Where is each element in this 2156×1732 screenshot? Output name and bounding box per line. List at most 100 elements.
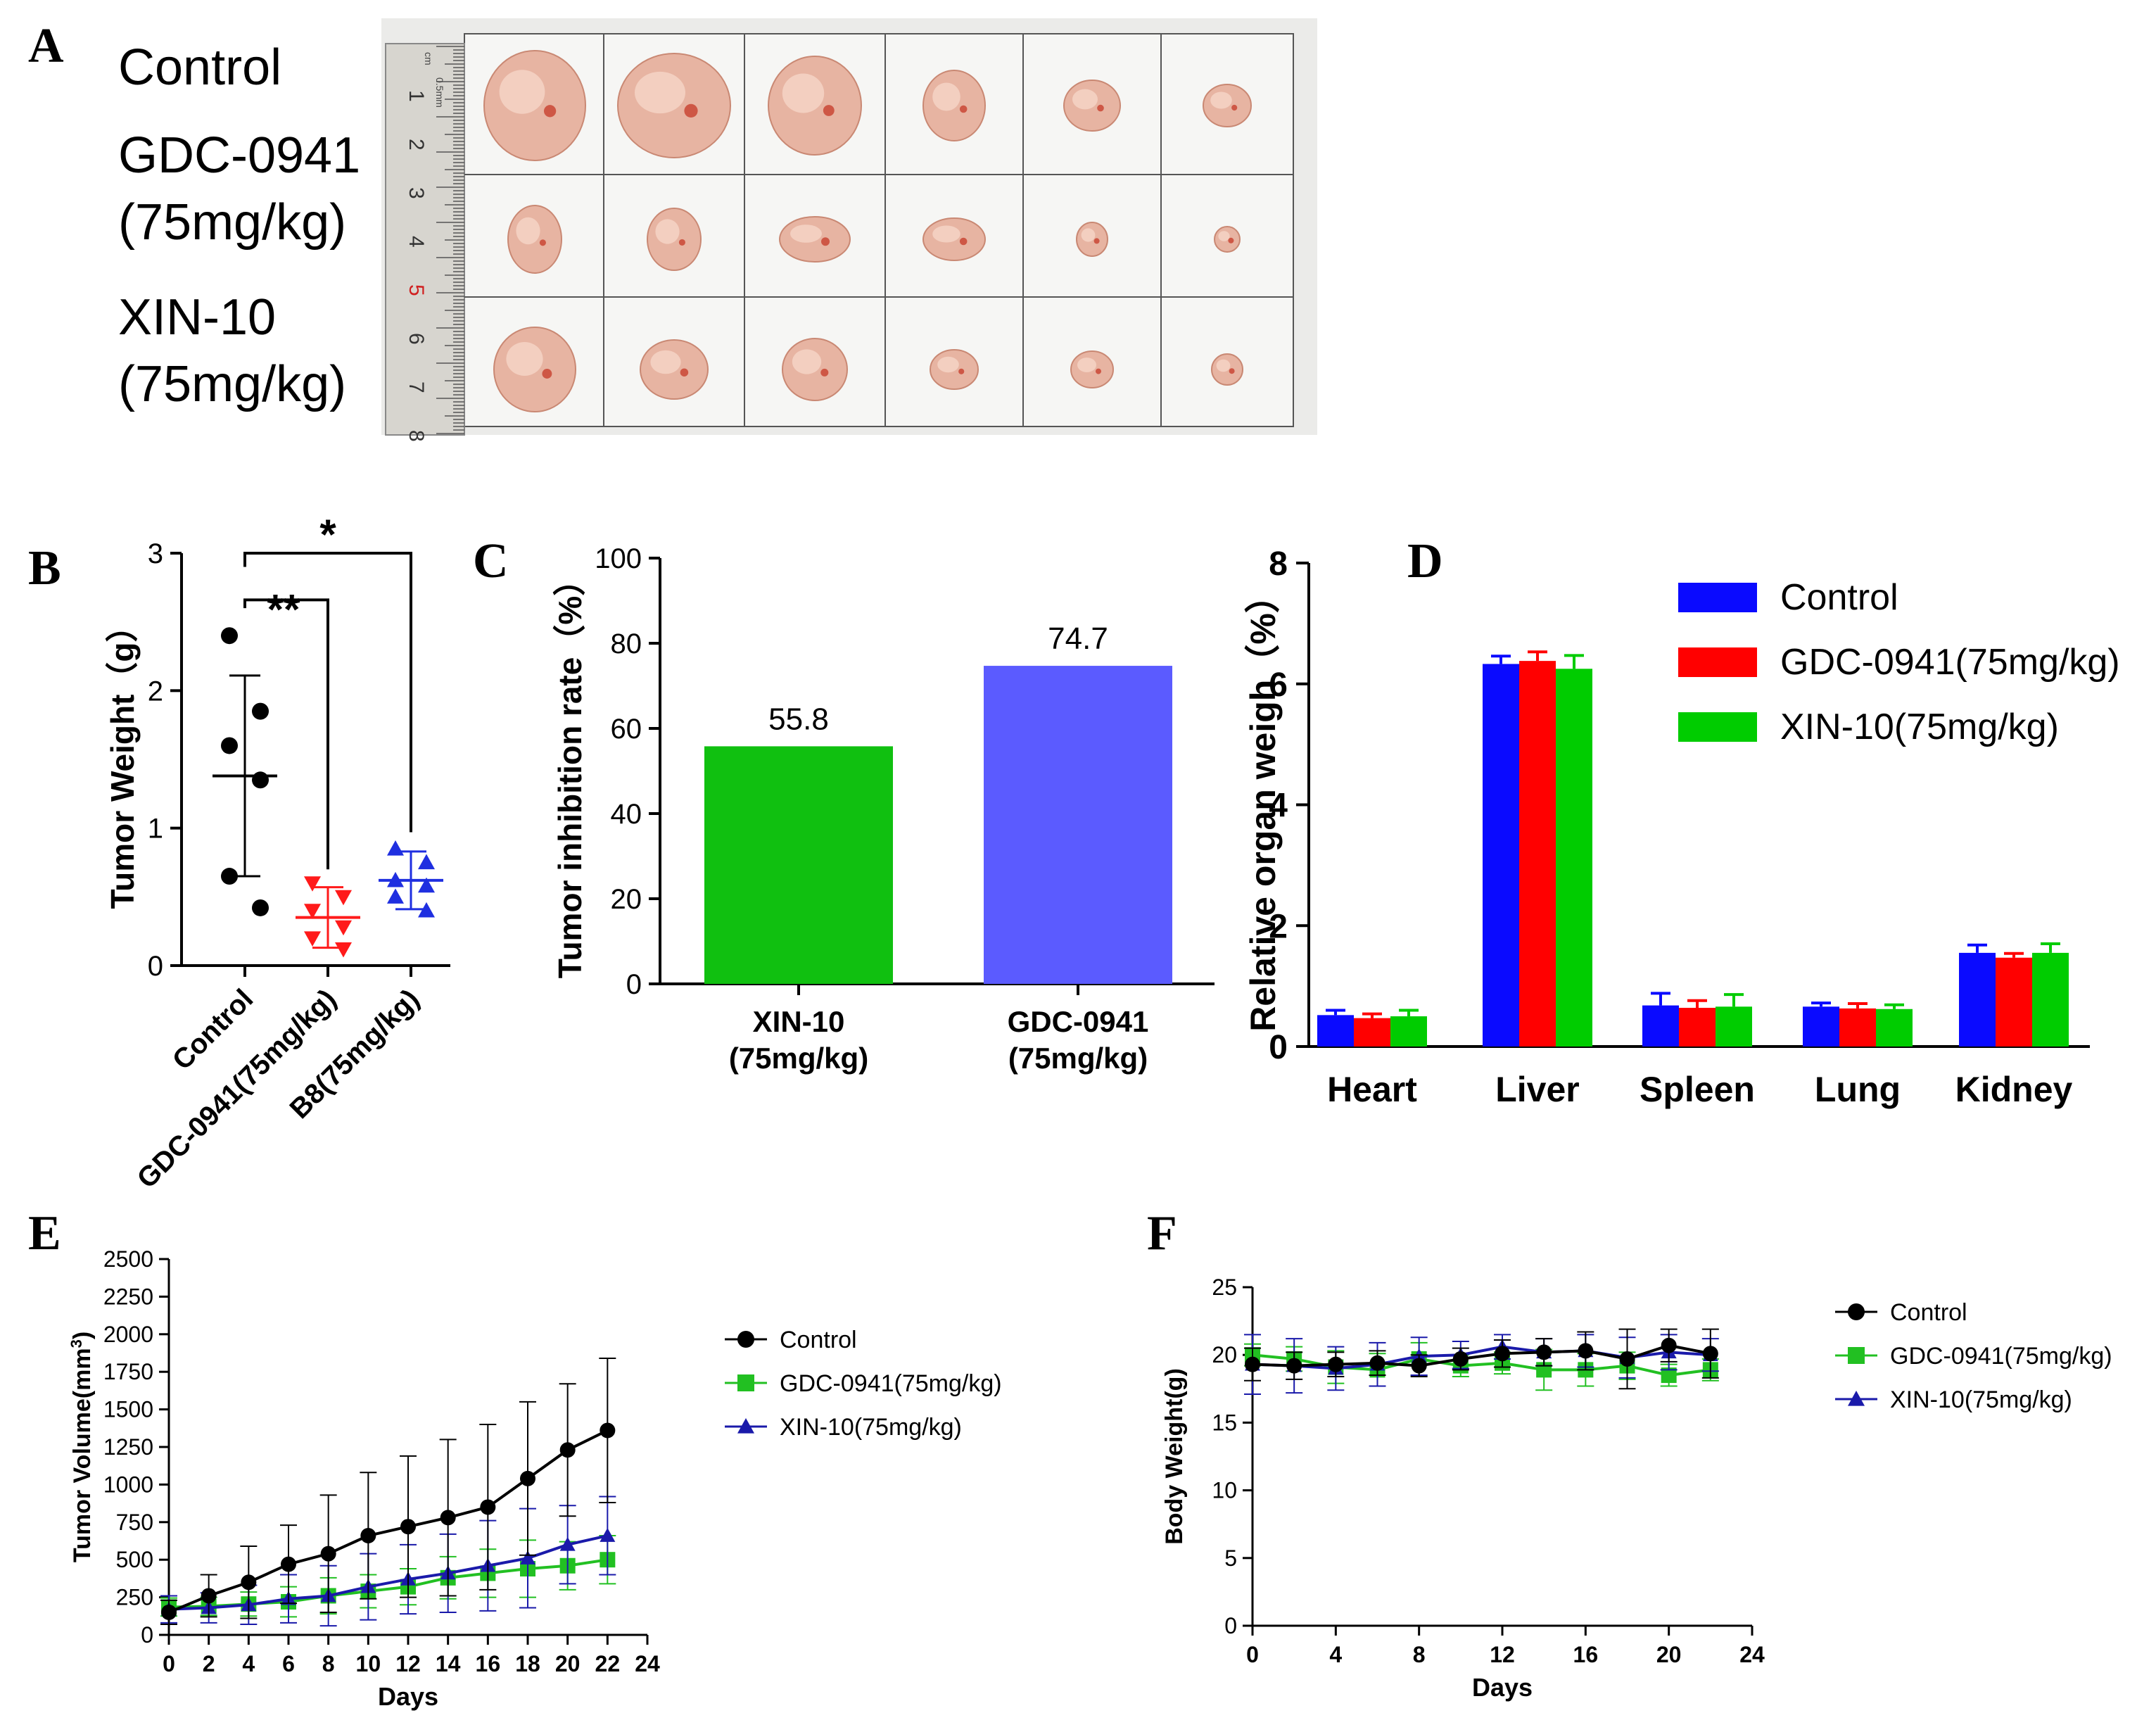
d-x-tick-label: Lung (1815, 1070, 1901, 1109)
b-point (304, 876, 321, 892)
f-point (1286, 1358, 1302, 1374)
b-bracket-b8 (243, 552, 412, 833)
d-legend-swatch (1678, 583, 1757, 612)
f-point (1495, 1346, 1510, 1362)
tumor-highlight (932, 82, 960, 111)
tumor-blood-spot (1097, 104, 1104, 112)
e-y-tick-label: 0 (141, 1622, 153, 1648)
e-y-tick-label: 1000 (103, 1472, 153, 1497)
f-point (1702, 1346, 1718, 1362)
panel-a-photo: Control GDC-0941 (75mg/kg) XIN-10 (75mg/… (118, 18, 1317, 442)
e-legend-marker (737, 1418, 754, 1434)
b-point (252, 899, 269, 916)
tumor-blood-spot (959, 105, 968, 113)
e-point (360, 1528, 376, 1544)
tumor-blood-spot (678, 239, 685, 246)
d-bar (1839, 1008, 1876, 1047)
d-bar (1959, 952, 1996, 1047)
f-legend-label: GDC-0941(75mg/kg) (1890, 1343, 2112, 1370)
d-y-tick-label: 8 (1269, 545, 1288, 583)
f-point (1245, 1356, 1260, 1372)
tumor-highlight (1077, 358, 1096, 372)
e-point (440, 1510, 456, 1526)
ruler-number: 8 (405, 430, 428, 442)
tumor-highlight (1072, 89, 1098, 110)
panel-label-c: C (473, 534, 509, 588)
e-legend-label: XIN-10(75mg/kg) (780, 1414, 962, 1441)
e-series-line (168, 1429, 609, 1614)
e-y-tick-label: 1250 (103, 1434, 153, 1460)
ruler-number: 6 (405, 333, 428, 345)
d-bar (1642, 1005, 1679, 1047)
b-point (304, 904, 321, 919)
paper-sheet (464, 33, 1294, 427)
d-y-tick-label: 0 (1269, 1029, 1288, 1066)
tumor-highlight (792, 349, 822, 374)
ruler-number: 7 (405, 381, 428, 393)
tumor-highlight (790, 225, 822, 243)
e-x-tick-label: 4 (242, 1651, 255, 1676)
f-x-tick-label: 16 (1573, 1642, 1599, 1667)
c-bar-label: 74.7 (1048, 621, 1108, 656)
f-legend-marker (1848, 1347, 1865, 1364)
f-point (1661, 1337, 1677, 1353)
b-point (221, 737, 238, 754)
b-sig-gdc: ** (267, 586, 300, 633)
f-point (1411, 1358, 1427, 1374)
e-y-tick-label: 500 (116, 1547, 153, 1572)
f-series-line (1252, 1344, 1711, 1367)
d-x-tick-label: Heart (1327, 1070, 1417, 1109)
panel-label-e: E (28, 1206, 61, 1260)
f-legend-label: XIN-10(75mg/kg) (1890, 1386, 2072, 1413)
e-point (281, 1556, 296, 1572)
f-legend-marker (1848, 1303, 1865, 1320)
e-y-tick-label: 2000 (103, 1322, 153, 1347)
f-y-tick-label: 5 (1224, 1545, 1237, 1571)
tumor-blood-spot (1228, 237, 1234, 244)
d-bar (1679, 1008, 1716, 1047)
e-point (161, 1604, 177, 1620)
f-y-tick-label: 15 (1212, 1410, 1237, 1435)
e-point (320, 1545, 336, 1562)
e-y-tick-label: 1750 (103, 1359, 153, 1384)
b-point (418, 854, 435, 870)
f-y-tick-label: 0 (1224, 1613, 1237, 1638)
d-bar (1716, 1006, 1752, 1047)
e-y-tick-label: 250 (116, 1585, 153, 1610)
d-bar (1996, 957, 2032, 1047)
panel-f-body-weight: 0 5 10 15 20 25 0 4 8 12 16 20 24 Days Body Weight(g) C… (1161, 1275, 2112, 1702)
tumor-highlight (782, 73, 825, 113)
c-x-tick-label-dose: (75mg/kg) (729, 1042, 868, 1075)
b-y-tick-label: 0 (148, 951, 163, 982)
ruler-number: 4 (405, 236, 428, 248)
f-x-label: Days (1472, 1673, 1533, 1702)
tumor-highlight (650, 350, 681, 374)
d-y-tick-label: 4 (1269, 788, 1288, 825)
f-point (1328, 1356, 1344, 1372)
e-x-tick-label: 2 (203, 1651, 215, 1676)
d-bar (1876, 1009, 1913, 1047)
d-y-tick-label: 2 (1269, 908, 1288, 945)
d-legend-label: XIN-10(75mg/kg) (1780, 707, 2059, 747)
tumor-blood-spot (820, 368, 829, 377)
tumor-highlight (937, 356, 959, 373)
e-point (600, 1528, 616, 1542)
d-bar (1556, 669, 1592, 1047)
e-y-tick-label: 750 (116, 1510, 153, 1535)
d-bar (1390, 1016, 1427, 1047)
tumor-highlight (635, 71, 685, 114)
e-y-tick-label: 2500 (103, 1246, 153, 1272)
d-x-tick-label: Spleen (1640, 1070, 1755, 1109)
f-y-tick-label: 20 (1212, 1342, 1237, 1367)
tumor-blood-spot (1093, 238, 1100, 244)
e-point (559, 1442, 576, 1458)
tumor-highlight (1216, 359, 1231, 372)
c-x-tick-label-dose: (75mg/kg) (1008, 1042, 1148, 1075)
f-x-tick-label: 20 (1656, 1642, 1682, 1667)
e-point (520, 1470, 535, 1486)
e-x-tick-label: 14 (436, 1651, 461, 1676)
b-y-tick-label: 2 (148, 676, 163, 707)
b-y-tick-label: 1 (148, 814, 163, 845)
tumor-blood-spot (821, 237, 830, 246)
